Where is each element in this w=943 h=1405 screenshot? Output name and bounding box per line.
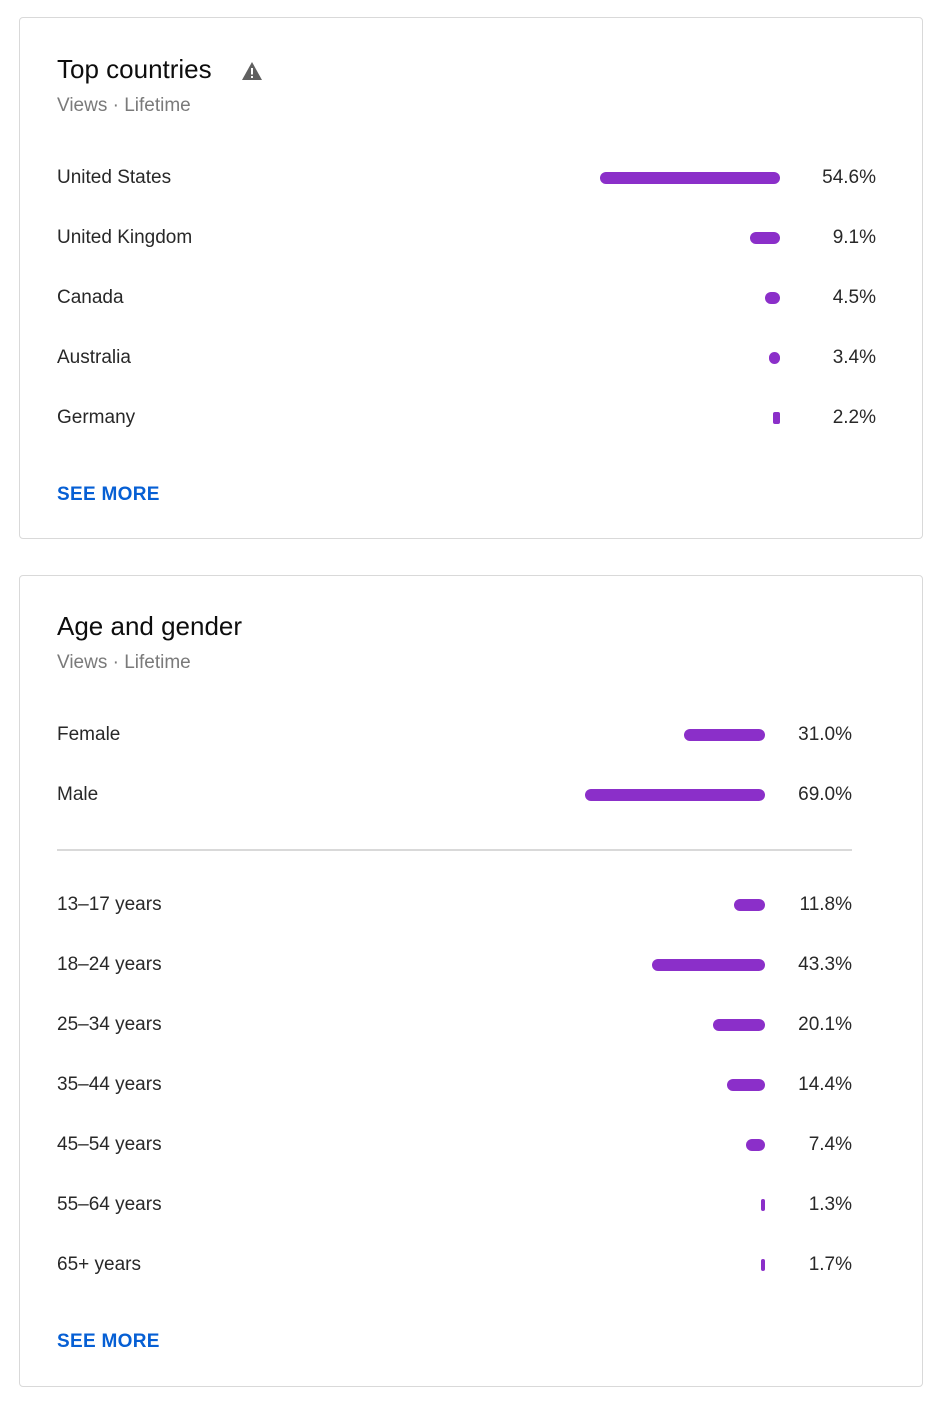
metric-row-value: 14.4%	[798, 1074, 852, 1095]
metric-row: Australia 3.4%	[57, 343, 887, 373]
metric-row-label: 65+ years	[57, 1254, 141, 1275]
metric-row-label: Canada	[57, 287, 124, 308]
countries-see-more-link[interactable]: SEE MORE	[57, 484, 160, 505]
metric-row-bar	[749, 232, 780, 244]
metric-row-value: 7.4%	[808, 1134, 852, 1155]
metric-row-bar	[745, 1139, 765, 1151]
metric-row-bar	[584, 789, 765, 801]
metric-row-label: United Kingdom	[57, 227, 193, 248]
metric-row-value: 1.7%	[808, 1254, 852, 1275]
metric-row-label: 35–44 years	[57, 1074, 162, 1095]
metric-row-value: 9.1%	[832, 227, 876, 248]
metric-row: 55–64 years 1.3%	[57, 1190, 857, 1220]
metric-row-label: Male	[57, 784, 99, 805]
age-gender-title: Age and gender	[57, 611, 243, 641]
metric-row-bar	[760, 1259, 765, 1271]
metric-row-label: United States	[57, 167, 172, 188]
metric-row-bar	[734, 899, 765, 911]
metric-row: 65+ years 1.7%	[57, 1250, 857, 1280]
metric-row: 13–17 years 11.8%	[57, 890, 857, 920]
metric-row: United Kingdom 9.1%	[57, 223, 887, 253]
metric-row: Germany 2.2%	[57, 403, 887, 433]
metric-row-label: 45–54 years	[57, 1134, 162, 1155]
metric-row: 25–34 years 20.1%	[57, 1010, 857, 1040]
metric-row-value: 3.4%	[832, 347, 876, 368]
metric-row-bar	[727, 1079, 765, 1091]
metric-row: Female 31.0%	[57, 720, 857, 750]
metric-row-bar	[651, 959, 765, 971]
warning-triangle-icon[interactable]	[241, 61, 263, 81]
metric-row-value: 43.3%	[798, 954, 852, 975]
metric-row-bar	[712, 1019, 765, 1031]
gender-age-divider	[57, 849, 852, 851]
metric-row: United States 54.6%	[57, 163, 887, 193]
age-gender-card: Age and gender Views · Lifetime Female 31…	[19, 575, 923, 1387]
metric-row-value: 11.8%	[799, 894, 852, 915]
metric-row-value: 2.2%	[832, 407, 876, 428]
metric-row-label: 18–24 years	[57, 954, 162, 975]
metric-row: 45–54 years 7.4%	[57, 1130, 857, 1160]
top-countries-card: Top countries Views · Lifetime United St…	[19, 17, 923, 539]
metric-row-bar	[772, 412, 780, 424]
top-countries-title: Top countries	[57, 54, 212, 84]
metric-row: Male 69.0%	[57, 780, 857, 810]
metric-row-label: 13–17 years	[57, 894, 162, 915]
metric-row-label: 55–64 years	[57, 1194, 162, 1215]
metric-row-bar	[599, 172, 780, 184]
metric-row-value: 31.0%	[798, 724, 852, 745]
metric-row: 35–44 years 14.4%	[57, 1070, 857, 1100]
metric-row-label: Female	[57, 724, 121, 745]
metric-row-value: 20.1%	[798, 1014, 852, 1035]
metric-row-value: 69.0%	[798, 784, 852, 805]
metric-row: 18–24 years 43.3%	[57, 950, 857, 980]
metric-row: Canada 4.5%	[57, 283, 887, 313]
metric-row-label: Australia	[57, 347, 131, 368]
metric-row-value: 54.6%	[822, 167, 876, 188]
age-gender-subtitle: Views · Lifetime	[57, 652, 191, 673]
age-gender-see-more-link[interactable]: SEE MORE	[57, 1331, 160, 1352]
metric-row-label: 25–34 years	[57, 1014, 162, 1035]
metric-row-bar	[765, 292, 780, 304]
metric-row-bar	[761, 1199, 765, 1211]
metric-row-value: 1.3%	[808, 1194, 852, 1215]
metric-row-value: 4.5%	[832, 287, 876, 308]
top-countries-subtitle: Views · Lifetime	[57, 95, 191, 116]
metric-row-bar	[684, 729, 765, 741]
metric-row-label: Germany	[57, 407, 136, 428]
metric-row-bar	[768, 352, 780, 364]
